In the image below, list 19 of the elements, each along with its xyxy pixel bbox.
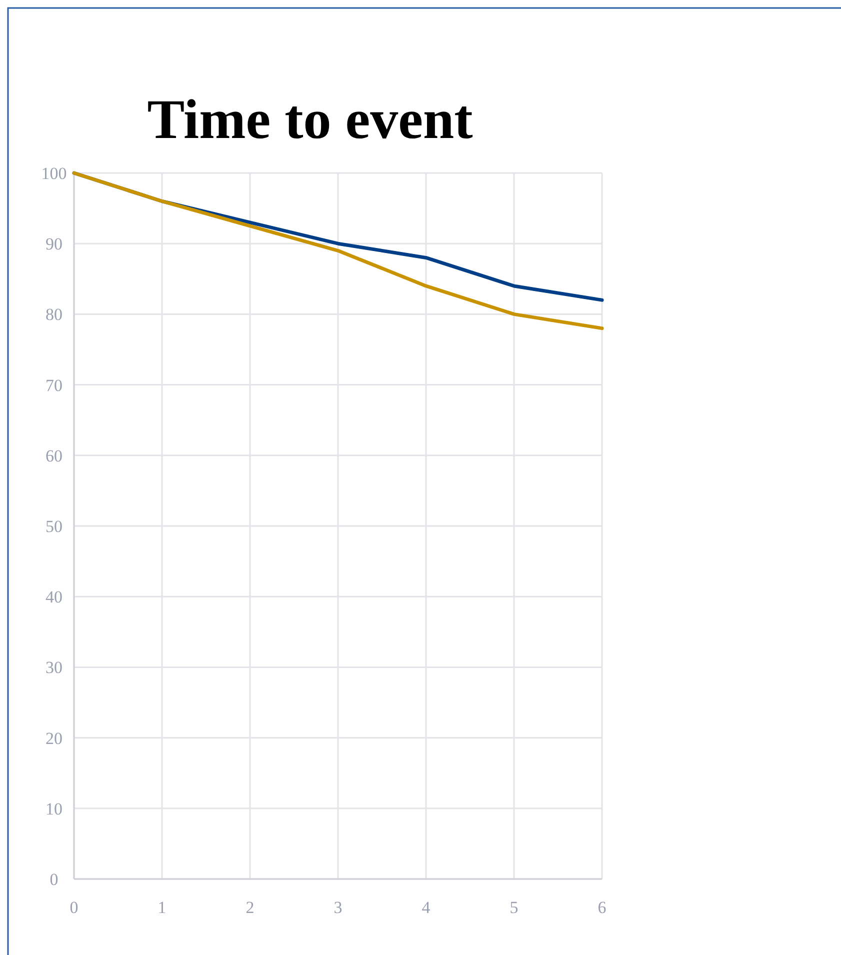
x-tick-label: 2 (246, 898, 254, 917)
y-tick-label: 10 (46, 799, 62, 818)
y-tick-label: 60 (46, 446, 62, 466)
y-tick-label: 0 (50, 870, 58, 889)
x-tick-label: 3 (334, 898, 342, 917)
x-tick-label: 6 (598, 898, 606, 917)
y-tick-label: 30 (46, 658, 62, 678)
chart-title: Time to event (147, 89, 474, 151)
x-tick-label: 1 (158, 898, 166, 917)
y-tick-label: 50 (46, 516, 62, 536)
y-tick-label: 70 (46, 376, 62, 395)
y-tick-label: 90 (46, 234, 62, 254)
x-tick-label: 0 (70, 898, 78, 917)
y-tick-label: 100 (41, 164, 67, 183)
y-tick-label: 40 (46, 588, 62, 607)
x-tick-label: 5 (510, 898, 518, 917)
y-tick-label: 20 (46, 728, 62, 748)
y-tick-label: 80 (46, 305, 62, 324)
x-tick-label: 4 (422, 898, 431, 917)
